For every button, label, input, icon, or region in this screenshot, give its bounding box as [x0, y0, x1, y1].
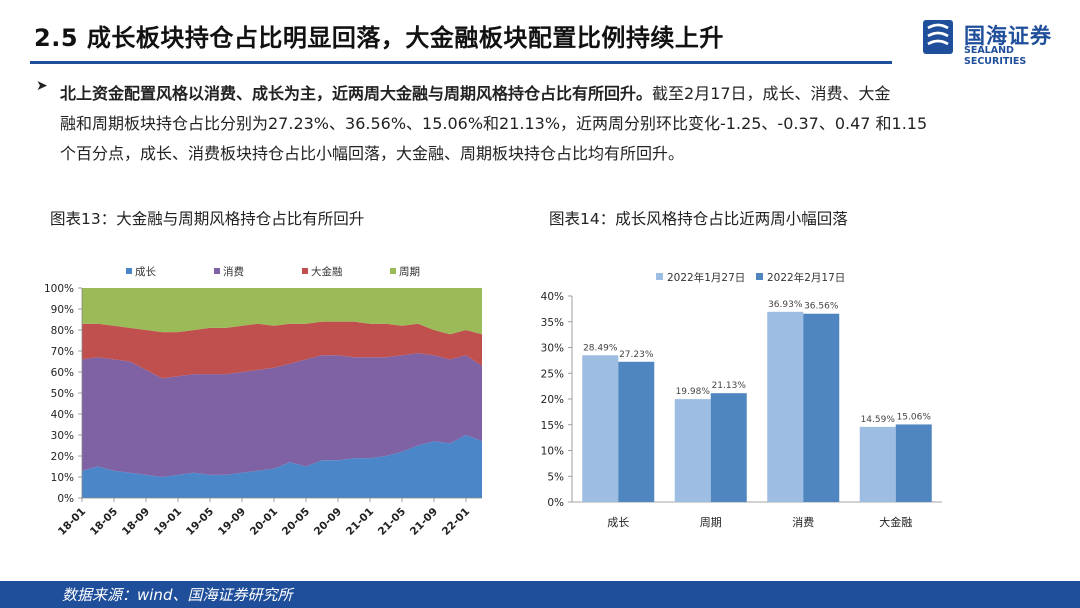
- legend-swatch-1: [214, 268, 220, 274]
- y-tick-label-6: 60%: [51, 367, 74, 379]
- y-tick-label-9: 90%: [51, 304, 74, 316]
- y-tick-label-0: 0%: [57, 493, 74, 505]
- arrow-right-icon: ➤: [36, 78, 48, 94]
- bar-2-1: [803, 313, 840, 502]
- x-category-label-1: 周期: [700, 516, 722, 529]
- data-label-2-0: 36.93%: [768, 300, 803, 310]
- x-category-label-2: 消费: [792, 515, 814, 529]
- x-tick-label-2: 18-09: [120, 506, 152, 538]
- summary-paragraph: 北上资金配置风格以消费、成长为主，近两周大金融与周期风格持仓占比有所回升。截至2…: [60, 79, 1010, 169]
- bar-1-1: [710, 393, 747, 502]
- title-rule: [30, 61, 892, 64]
- y-tick-label-8: 80%: [51, 325, 74, 337]
- x-tick-label-0: 18-01: [56, 506, 88, 538]
- y-tick-label-6: 30%: [541, 343, 564, 355]
- bar-0-0: [582, 355, 619, 502]
- y-tick-label-1: 5%: [547, 471, 564, 483]
- logo-cn-text: 国海证券: [964, 24, 1052, 48]
- source-note: 数据来源：wind、国海证券研究所: [62, 586, 293, 604]
- x-tick-label-7: 20-05: [280, 506, 312, 538]
- legend-label-2: 大金融: [311, 265, 343, 278]
- x-tick-label-1: 18-05: [88, 506, 120, 538]
- x-tick-label-9: 21-01: [344, 506, 376, 538]
- y-tick-label-7: 70%: [51, 346, 74, 358]
- bar-3-0: [859, 426, 896, 502]
- legend-swatch-1: [756, 273, 763, 280]
- grouped-bar-chart: 2022年1月27日 2022年2月17日 0% 5% 10% 15% 20% 25% 30% 3…: [541, 271, 942, 529]
- chart-left-caption: 图表13：大金融与周期风格持仓占比有所回升: [50, 210, 365, 228]
- legend-label-1: 消费: [223, 265, 244, 278]
- page-title: 2.5 成长板块持仓占比明显回落，大金融板块配置比例持续上升: [34, 24, 724, 52]
- data-label-0-0: 28.49%: [583, 343, 618, 353]
- summary-bold: 北上资金配置风格以消费、成长为主，近两周大金融与周期风格持仓占比有所回升。: [60, 84, 653, 103]
- area-series-2: [82, 321, 482, 379]
- bar-0-1: [618, 361, 655, 502]
- y-tick-label-1: 10%: [51, 472, 74, 484]
- y-tick-label-4: 20%: [541, 394, 564, 406]
- x-tick-label-12: 22-01: [440, 506, 472, 538]
- x-tick-label-3: 19-01: [152, 506, 184, 538]
- y-tick-label-5: 25%: [541, 368, 564, 380]
- legend-label-0: 2022年1月27日: [667, 271, 745, 284]
- y-tick-label-7: 35%: [541, 317, 564, 329]
- chart-right-caption: 图表14：成长风格持仓占比近两周小幅回落: [549, 210, 848, 228]
- y-tick-label-3: 15%: [541, 420, 564, 432]
- x-category-label-3: 大金融: [879, 515, 912, 529]
- area-series-3: [82, 288, 482, 335]
- y-tick-label-2: 10%: [541, 446, 564, 458]
- summary-line2: 融和周期板块持仓占比分别为27.23%、36.56%、15.06%和21.13%…: [60, 114, 928, 133]
- brand-logo: 国海证券 SEALAND SECURITIES: [922, 18, 1072, 67]
- x-category-label-0: 成长: [607, 516, 629, 529]
- bar-2-0: [767, 311, 804, 502]
- data-label-2-1: 36.56%: [804, 302, 839, 312]
- legend-label-3: 周期: [399, 266, 420, 278]
- y-tick-label-3: 30%: [51, 430, 74, 442]
- legend-label-1: 2022年2月17日: [767, 271, 845, 284]
- x-tick-label-4: 19-05: [184, 506, 216, 538]
- x-tick-label-6: 20-01: [248, 506, 280, 538]
- summary-line3: 个百分点，成长、消费板块持仓占比小幅回落，大金融、周期板块持仓占比均有所回升。: [60, 144, 685, 163]
- footer-bar: 数据来源：wind、国海证券研究所: [0, 581, 1080, 608]
- summary-line1: 截至2月17日，成长、消费、大金: [652, 84, 891, 103]
- bar-1-0: [674, 399, 711, 502]
- logo-en-text: SEALAND SECURITIES: [964, 45, 1027, 67]
- data-label-0-1: 27.23%: [619, 350, 654, 360]
- y-tick-label-2: 20%: [51, 451, 74, 463]
- bar-3-1: [895, 424, 932, 502]
- x-tick-label-5: 19-09: [216, 506, 248, 538]
- data-label-3-0: 14.59%: [861, 415, 896, 425]
- y-tick-label-8: 40%: [541, 291, 564, 303]
- y-tick-label-5: 50%: [51, 388, 74, 400]
- legend-swatch-0: [656, 273, 663, 280]
- y-tick-label-4: 40%: [51, 409, 74, 421]
- data-label-1-1: 21.13%: [712, 381, 747, 391]
- legend-swatch-2: [302, 268, 308, 274]
- data-label-1-0: 19.98%: [676, 387, 711, 397]
- x-tick-label-10: 21-05: [376, 506, 408, 538]
- x-tick-label-11: 21-09: [408, 506, 440, 538]
- data-label-3-1: 15.06%: [897, 412, 932, 422]
- sealand-logo-icon: [923, 20, 953, 54]
- legend-swatch-0: [126, 268, 132, 274]
- y-tick-label-0: 0%: [547, 497, 564, 509]
- x-tick-label-8: 20-09: [312, 506, 344, 538]
- area-series-1: [82, 353, 482, 477]
- legend-label-0: 成长: [135, 266, 156, 278]
- area-series-0: [82, 435, 482, 498]
- legend-swatch-3: [390, 268, 396, 274]
- y-tick-label-10: 100%: [44, 283, 74, 295]
- stacked-area-chart: 成长 消费 大金融 周期 0% 10% 20% 30% 40% 50% 60% 70% 80% 90% 10…: [44, 265, 482, 538]
